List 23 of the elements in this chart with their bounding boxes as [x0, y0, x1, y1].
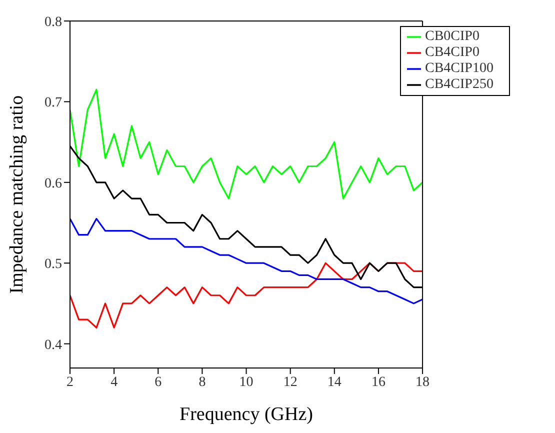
x-tick-label: 6 [154, 374, 162, 390]
x-axis-title: Frequency (GHz) [180, 404, 314, 425]
y-tick-label: 0.4 [44, 338, 62, 353]
y-tick-label: 0.6 [44, 176, 62, 192]
x-tick-label: 2 [66, 374, 74, 390]
y-tick-label: 0.7 [44, 96, 62, 111]
x-tick-label: 8 [198, 374, 206, 390]
x-tick-label: 4 [110, 374, 118, 390]
y-axis-title: Impedance matching ratio [6, 95, 28, 294]
y-tick-label: 0.8 [44, 14, 62, 30]
y-tick-label: 0.5 [44, 257, 62, 272]
legend-label: CB4CIP100 [425, 61, 494, 76]
line-series [70, 262, 423, 328]
x-tick-label: 10 [239, 374, 254, 390]
legend-label: CB4CIP0 [425, 45, 480, 60]
line-series [70, 218, 423, 304]
legend-label: CB4CIP250 [425, 77, 494, 92]
x-tick-label: 12 [283, 374, 298, 390]
x-tick-label: 14 [327, 374, 342, 390]
legend-label: CB0CIP0 [425, 29, 480, 44]
x-tick-label: 16 [371, 374, 386, 390]
x-tick-label: 18 [416, 374, 430, 390]
line-series [70, 88, 423, 200]
